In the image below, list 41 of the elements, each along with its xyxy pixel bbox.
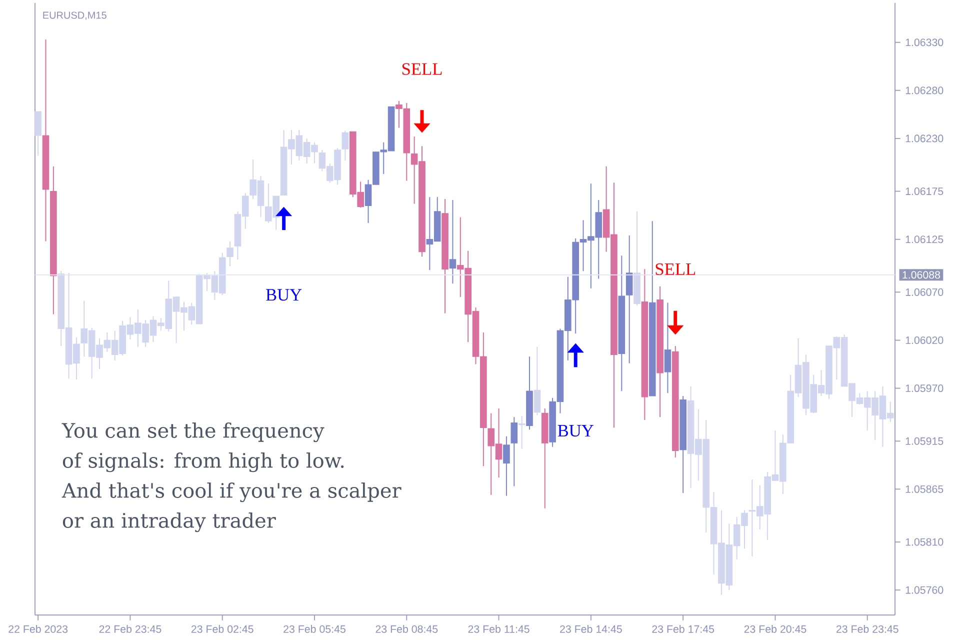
annotation: And that's cool if you're a scalper (62, 482, 402, 502)
text: EURUSD,M15 (43, 12, 106, 20)
annotation: BUY (558, 425, 594, 437)
y-tick-label: 1.06175 (906, 188, 944, 196)
y-tick-label: 1.06280 (906, 86, 944, 94)
candlestick (449, 199, 456, 284)
x-tick-label: 23 Feb 23:45 (836, 625, 898, 633)
candlestick (518, 416, 526, 450)
candlestick (503, 436, 510, 496)
candlestick (342, 130, 349, 162)
y-tick-label: 1.06125 (906, 236, 944, 244)
y-tick-label: 1.05810 (906, 538, 944, 546)
annotation: You can set the frequency (62, 422, 324, 442)
annotation: SELL (402, 63, 442, 75)
annotation: or an intraday trader (62, 512, 276, 532)
y-tick-label: 1.05865 (906, 485, 944, 493)
annotation: of signals: from high to low. (62, 452, 344, 472)
annotation: SELL (656, 263, 696, 276)
candlestick (534, 346, 541, 416)
x-tick-label: 23 Feb 02:45 (191, 625, 254, 633)
candlestick (226, 240, 234, 267)
y-tick-label: 1.05760 (906, 586, 944, 594)
y-tick-label: 1.05970 (906, 384, 944, 392)
y-tick-label: 1.06070 (906, 288, 944, 296)
x-tick-label: 23 Feb 11:45 (468, 625, 530, 633)
x-tick-label: 22 Feb 23:45 (99, 625, 162, 633)
x-tick-label: 23 Feb 14:45 (560, 625, 622, 633)
candlestick (626, 235, 633, 364)
annotation: BUY (266, 289, 302, 301)
candlestick (510, 416, 518, 487)
y-tick-label: 1.06020 (906, 336, 944, 344)
x-tick-label: 22 Feb 2023 (8, 625, 68, 633)
candlestick (664, 302, 672, 394)
x-tick-label: 23 Feb 20:45 (744, 625, 806, 633)
x-tick-label: 23 Feb 17:45 (652, 625, 714, 633)
y-tick-label: 1.06330 (906, 38, 944, 46)
ref-line-label: 1.06088 (902, 271, 940, 279)
x-tick-label: 23 Feb 08:45 (376, 625, 438, 633)
y-tick-label: 1.05915 (906, 437, 944, 445)
y-tick-label: 1.06230 (906, 134, 944, 142)
x-tick-label: 23 Feb 05:45 (284, 625, 346, 633)
